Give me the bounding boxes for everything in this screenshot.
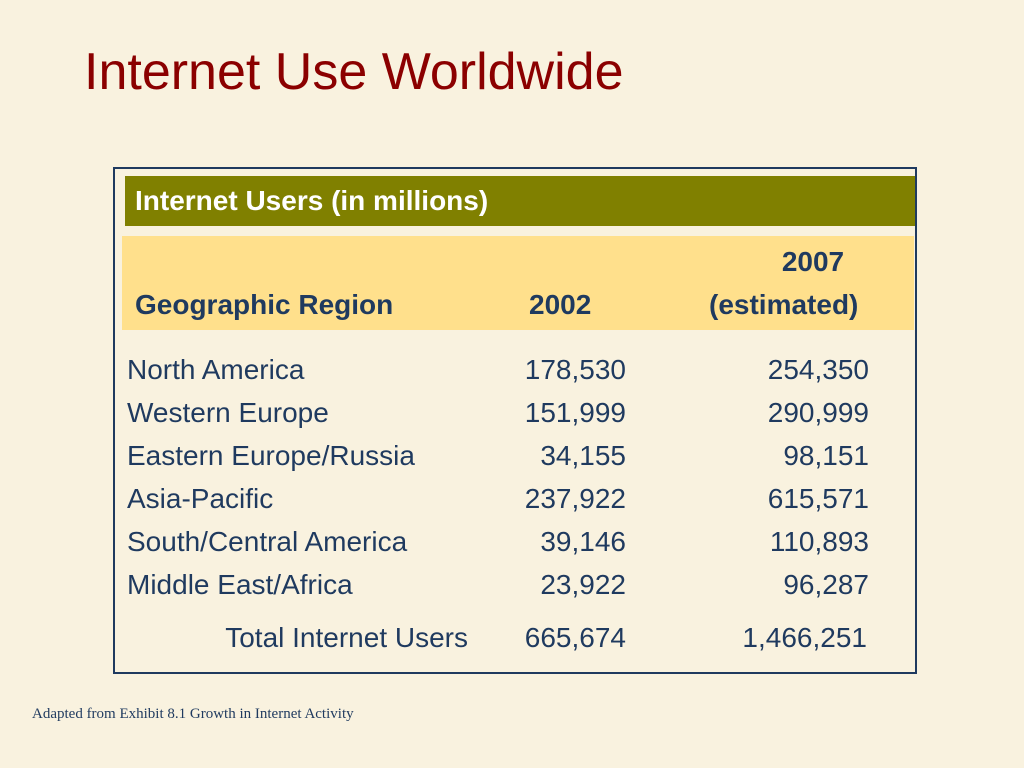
header-geographic-region: Geographic Region	[135, 289, 394, 320]
region-cell: North America	[127, 354, 305, 385]
users-2002-cell: 151,999	[524, 397, 626, 428]
region-cell: Western Europe	[127, 397, 329, 428]
table-banner: Internet Users (in millions)	[125, 176, 915, 226]
total-row: Total Internet Users 665,674 1,466,251	[115, 616, 915, 659]
users-2007-cell: 615,571	[767, 483, 869, 514]
table-row: Middle East/Africa 23,922 96,287	[115, 563, 915, 606]
users-2002-cell: 34,155	[540, 440, 626, 471]
table-banner-title: Internet Users (in millions)	[135, 185, 489, 216]
table-row: North America 178,530 254,350	[115, 348, 915, 391]
users-2002-cell: 237,922	[524, 483, 626, 514]
region-cell: South/Central America	[127, 526, 408, 557]
users-2002-cell: 39,146	[540, 526, 626, 557]
internet-users-table: Internet Users (in millions) Geographic …	[113, 167, 917, 674]
table-row: Asia-Pacific 237,922 615,571	[115, 477, 915, 520]
region-cell: Middle East/Africa	[127, 569, 353, 600]
source-note: Adapted from Exhibit 8.1 Growth in Inter…	[32, 706, 354, 722]
table-row: Eastern Europe/Russia 34,155 98,151	[115, 434, 915, 477]
users-2007-cell: 110,893	[769, 526, 869, 557]
header-2002: 2002	[529, 289, 592, 320]
table-row: South/Central America 39,146 110,893	[115, 520, 915, 563]
users-2007-cell: 290,999	[767, 397, 869, 428]
users-2007-cell: 98,151	[783, 440, 869, 471]
table-row: Western Europe 151,999 290,999	[115, 391, 915, 434]
total-2007-cell: 1,466,251	[742, 622, 867, 653]
total-label: Total Internet Users	[225, 622, 468, 653]
column-header-row: Geographic Region 2002 2007 (estimated)	[122, 236, 914, 330]
region-cell: Eastern Europe/Russia	[127, 440, 415, 471]
users-2007-cell: 96,287	[783, 569, 869, 600]
table-body: North America 178,530 254,350 Western Eu…	[115, 348, 915, 606]
users-2002-cell: 23,922	[540, 569, 626, 600]
users-2007-cell: 254,350	[767, 354, 869, 385]
users-2002-cell: 178,530	[524, 354, 626, 385]
region-cell: Asia-Pacific	[127, 483, 274, 514]
header-2007: 2007	[781, 246, 845, 277]
header-2007-estimated: (estimated)	[709, 289, 859, 320]
total-2002-cell: 665,674	[524, 622, 626, 653]
slide-title: Internet Use Worldwide	[84, 43, 624, 101]
